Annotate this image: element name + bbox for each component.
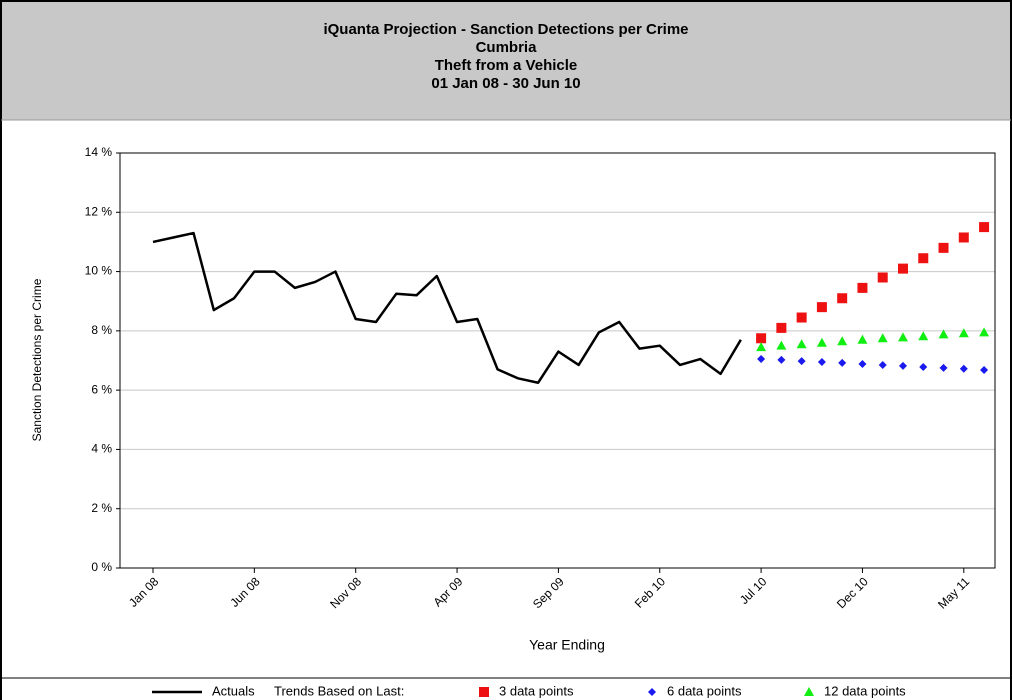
title-band [2,2,1010,120]
legend-swatch [804,687,814,696]
legend-swatch [479,687,489,697]
trend-point [939,363,948,372]
legend-label: 12 data points [824,683,906,698]
x-axis-label: Year Ending [529,637,605,653]
y-tick-label: 10 % [85,264,113,278]
trend-point [757,355,766,364]
trend-point [878,360,887,369]
trend-point [877,272,888,283]
plot-border [119,152,996,569]
actuals-line [152,231,742,384]
y-tick-label: 12 % [85,204,113,218]
legend-label: 6 data points [667,683,742,698]
trend-point [919,363,928,372]
chart-title: 01 Jan 08 - 30 Jun 10 [431,75,580,92]
trend-point [796,339,807,349]
trend-point [918,331,929,341]
chart-title: Cumbria [476,39,538,56]
y-tick-label: 4 % [91,442,112,456]
y-tick-label: 6 % [91,382,112,396]
trend-point [897,263,908,274]
trend-point [877,333,888,343]
y-tick-label: 8 % [91,323,112,337]
trend-point [756,342,767,352]
trend-point [858,360,867,369]
y-tick-label: 0 % [91,560,112,574]
trend-point [979,222,990,233]
y-tick-label: 2 % [91,501,112,515]
trend-point [959,364,968,373]
trend-point [857,334,868,344]
chart-title: iQuanta Projection - Sanction Detections… [323,21,688,38]
legend-label: Actuals [212,683,255,698]
y-tick-label: 14 % [85,145,113,159]
trend-point [756,333,767,344]
chart-title: Theft from a Vehicle [435,57,578,74]
trend-point [897,332,908,342]
trend-point [837,336,848,346]
y-axis-label: Sanction Detections per Crime [30,278,44,441]
trend-point [817,357,826,366]
trend-point [958,328,969,338]
trend-point [938,329,949,339]
trend-point [816,302,827,313]
trend-point [958,232,969,243]
trend-point [797,357,806,366]
trend-point [857,282,868,293]
trend-point [796,312,807,323]
trend-point [777,355,786,364]
legend-label: 3 data points [499,683,574,698]
legend-swatch [648,688,656,696]
trend-point [837,293,848,304]
trend-point [980,365,989,374]
trend-point [918,253,929,264]
trend-point [938,242,949,253]
trend-point [898,361,907,370]
trend-point [776,322,787,333]
trend-point [838,358,847,367]
trend-point [979,327,990,337]
legend-title: Trends Based on Last: [274,683,404,698]
trend-point [776,340,787,350]
trend-point [816,337,827,347]
